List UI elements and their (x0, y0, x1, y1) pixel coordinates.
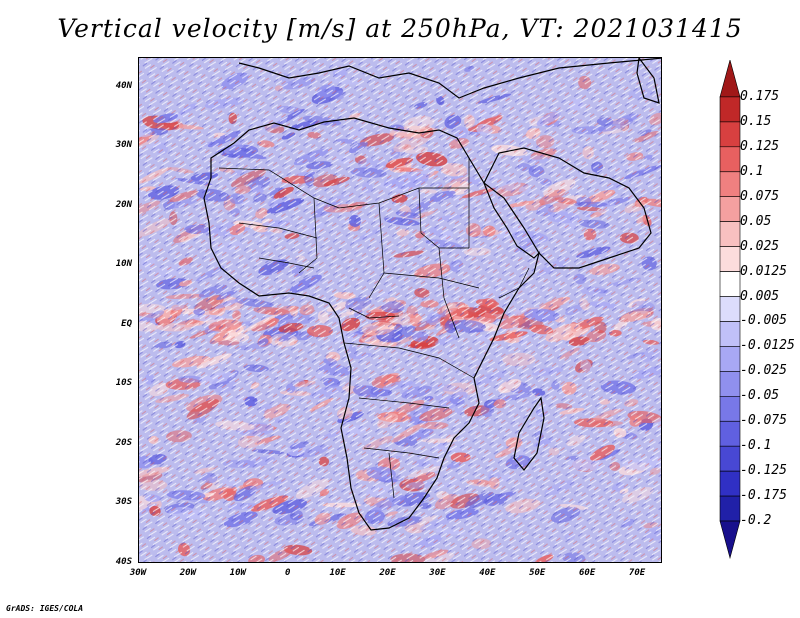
map-field (139, 58, 661, 562)
colorbar-level-label: -0.05 (740, 388, 780, 404)
lat-tick-label: 40S (115, 557, 132, 567)
lon-tick-label: 10E (329, 568, 346, 578)
field-texture (139, 58, 661, 562)
lat-tick-label: 30S (115, 497, 132, 508)
coastlines (203, 58, 661, 531)
lat-tick-label: EQ (121, 318, 132, 329)
colorbar-level-label: -0.1 (740, 438, 772, 454)
colorbar-segment (719, 121, 741, 148)
colorbar-level-label: 0.1 (740, 163, 764, 179)
lon-tick-label: 60E (579, 568, 596, 578)
lat-tick-label: 10N (115, 259, 132, 270)
colorbar-segment (719, 96, 741, 123)
lon-tick-label: 0 (284, 568, 291, 578)
colorbar-segment (719, 321, 741, 347)
lon-tick-label: 20E (379, 568, 396, 578)
country-borders (218, 158, 530, 499)
colorbar-segment (719, 420, 741, 447)
lat-tick-label: 20S (115, 437, 132, 448)
colorbar-level-label: 0.15 (740, 113, 772, 129)
colorbar-segment (719, 445, 741, 472)
colorbar-level-label: -0.005 (740, 313, 787, 329)
colorbar-level-label: 0.0125 (740, 263, 787, 279)
caspian-coastline (636, 58, 660, 104)
colorbar-level-label: 0.025 (740, 238, 780, 254)
lon-tick-label: 40E (479, 568, 496, 578)
colorbar-segment (719, 196, 741, 222)
colorbar-segment (719, 146, 741, 173)
europe-coastline (238, 58, 661, 99)
colorbar-segment (719, 60, 741, 98)
colorbar-level-label: 0.05 (740, 213, 772, 229)
lon-tick-label: 70E (628, 568, 646, 578)
colorbar-segment (719, 395, 741, 422)
chart-title: Vertical velocity [m/s] at 250hPa, VT: 2… (57, 14, 743, 43)
lat-tick-label: 30N (115, 140, 132, 151)
colorbar-level-label: -0.025 (740, 363, 787, 379)
colorbar-level-label: -0.125 (740, 463, 787, 479)
arabia-coastline (483, 147, 652, 269)
colorbar-segment (719, 221, 741, 247)
colorbar-level-label: -0.075 (740, 413, 787, 429)
colorbar-segment (719, 271, 741, 297)
lon-tick-label: 10W (229, 568, 246, 578)
lat-tick-label: 40N (115, 80, 132, 91)
colorbar (719, 60, 741, 560)
colorbar-level-label: 0.075 (740, 188, 780, 204)
colorbar-segment (719, 371, 741, 397)
lon-tick-label: 50E (529, 568, 546, 578)
colorbar-segment (719, 296, 741, 322)
colorbar-level-label: -0.2 (740, 513, 772, 529)
lat-tick-label: 10S (115, 378, 132, 389)
colorbar-segment (719, 171, 741, 198)
lon-tick-label: 20W (179, 568, 197, 578)
grads-footer: GrADS: IGES/COLA (6, 604, 84, 613)
colorbar-segment (719, 470, 741, 497)
colorbar-segment (719, 246, 741, 272)
map-plot-area (138, 57, 662, 563)
colorbar-level-label: -0.175 (740, 488, 787, 504)
lon-tick-label: 30E (429, 568, 446, 578)
lat-tick-label: 20N (115, 199, 132, 210)
colorbar-level-label: 0.175 (740, 88, 780, 104)
madagascar-coastline (513, 396, 545, 471)
colorbar-segment (719, 495, 741, 522)
lon-tick-label: 30W (129, 568, 147, 578)
africa-coastline (203, 117, 541, 531)
colorbar-level-label: -0.0125 (740, 338, 795, 354)
colorbar-segment (719, 346, 741, 372)
colorbar-segment (719, 520, 741, 560)
colorbar-level-label: 0.125 (740, 138, 780, 154)
colorbar-level-label: 0.005 (740, 288, 780, 304)
